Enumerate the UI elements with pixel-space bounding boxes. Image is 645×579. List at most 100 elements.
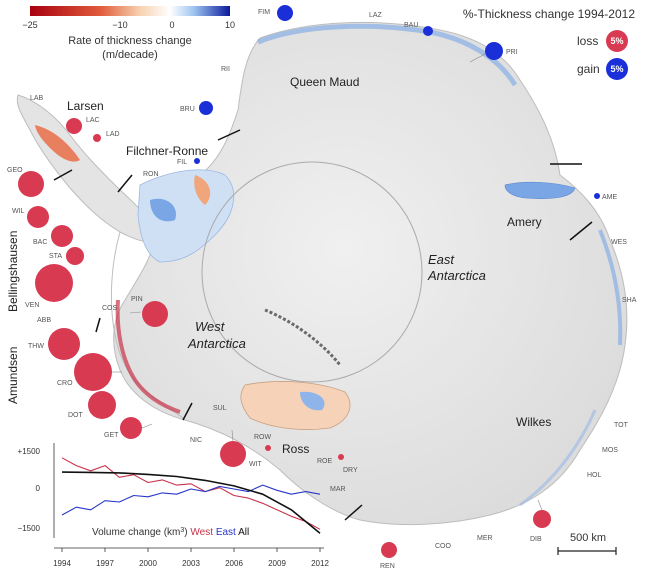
volume-change-chart: +1500 0 −1500 1994 1997 2000 2003 2006 2009 20…: [18, 443, 329, 568]
region-amery: Amery: [507, 215, 542, 229]
divider-6: [95, 317, 101, 333]
label-abb: ABB: [37, 317, 51, 324]
region-west-2: Antarctica: [187, 336, 246, 351]
continent-outline: [113, 21, 628, 526]
label-fim: FIM: [258, 9, 270, 16]
leader-lines: [112, 53, 543, 511]
legend-gain-pct: 5%: [610, 64, 623, 74]
label-sta: STA: [49, 253, 62, 260]
marker-ven: [35, 264, 73, 302]
label-cos: COS: [102, 305, 118, 312]
colorbar-tick-neg25: −25: [22, 20, 37, 30]
marker-lad: [93, 134, 101, 142]
legend-gain-label: gain: [577, 62, 600, 76]
label-dot: DOT: [68, 412, 84, 419]
region-larsen: Larsen: [67, 99, 104, 113]
marker-wit: [220, 441, 246, 467]
region-east-1: East: [428, 252, 455, 267]
marker-get: [120, 417, 142, 439]
marker-pin: [142, 301, 168, 327]
marker-thw: [48, 328, 80, 360]
chart-x-ticks: 1994 1997 2000 2003 2006 2009 2012: [53, 548, 329, 568]
chart-legend-west: West: [190, 527, 213, 538]
marker-dib: [533, 510, 551, 528]
label-wit: WIT: [249, 461, 263, 468]
label-dry: DRY: [343, 467, 358, 474]
series-line-west: [61, 457, 321, 530]
label-hol: HOL: [587, 472, 602, 479]
label-ame: AME: [602, 194, 618, 201]
colorbar-tick-10: 10: [225, 20, 235, 30]
coast-wilkes: [519, 409, 597, 507]
chart-title-sup: 3: [180, 527, 184, 534]
legend-loss-label: loss: [577, 34, 598, 48]
legend-gain-circle: [606, 58, 628, 80]
marker-ame: [594, 193, 600, 199]
marker-roe: [338, 454, 344, 460]
divider-5: [53, 169, 73, 181]
marker-bac: [51, 225, 73, 247]
label-geo: GEO: [7, 167, 23, 174]
chart-ytick-top: +1500: [18, 447, 41, 456]
leader-pin: [129, 311, 142, 314]
region-wilkes: Wilkes: [516, 415, 551, 429]
region-queen-maud: Queen Maud: [290, 75, 359, 89]
colorbar-tick-neg10: −10: [112, 20, 127, 30]
label-mar: MAR: [330, 486, 346, 493]
marker-cro: [74, 353, 112, 391]
label-wil: WIL: [12, 208, 25, 215]
region-ross: Ross: [282, 442, 309, 456]
chart-xtick-label-1994: 1994: [53, 559, 71, 568]
label-lab: LAB: [30, 95, 44, 102]
marker-geo: [18, 171, 44, 197]
marker-wil: [27, 206, 49, 228]
label-thw: THW: [28, 343, 44, 350]
shelf-markers: [18, 5, 600, 558]
leader-wit: [231, 429, 234, 442]
chart-xtick-label-1997: 1997: [96, 559, 114, 568]
divider-8: [344, 504, 363, 521]
region-filchner: Filchner-Ronne: [126, 144, 208, 158]
series-line-east: [61, 484, 321, 516]
label-lad: LAD: [106, 131, 120, 138]
label-row: ROW: [254, 434, 272, 441]
chart-xtick-label-2009: 2009: [268, 559, 286, 568]
label-ron: RON: [143, 171, 159, 178]
label-sha: SHA: [622, 297, 637, 304]
marker-pri: [485, 42, 503, 60]
colorbar-title: Rate of thickness change: [68, 35, 192, 47]
label-mer: MER: [477, 535, 493, 542]
label-wes: WES: [611, 239, 627, 246]
colorbar-units: (m/decade): [102, 49, 158, 61]
larsen-shelf: [35, 125, 80, 162]
region-west-1: West: [195, 319, 226, 334]
amery-shelf: [504, 181, 576, 199]
colorbar-tick-0: 0: [169, 20, 174, 30]
chart-xtick-label-2003: 2003: [182, 559, 200, 568]
shelf-labels: LAB LAC LAD GEO WIL BAC STA VEN ABB COS …: [7, 9, 637, 570]
chart-xtick-label-2000: 2000: [139, 559, 157, 568]
coast-east: [598, 229, 623, 346]
region-amundsen: Amundsen: [6, 347, 20, 404]
label-roe: ROE: [317, 458, 333, 465]
scale-bar: 500 km: [557, 532, 617, 555]
label-pin: PIN: [131, 296, 143, 303]
divider-3: [569, 221, 593, 241]
leader-pri: [469, 53, 486, 63]
label-get: GET: [104, 432, 119, 439]
legend-loss-pct: 5%: [610, 36, 623, 46]
marker-dot: [88, 391, 116, 419]
pole-circle: [201, 161, 423, 383]
coast-amundsen: [115, 299, 181, 414]
chart-legend-all: All: [238, 527, 249, 538]
chart-title-main: Volume change (km: [92, 527, 180, 538]
divider-7: [182, 402, 193, 421]
marker-ren: [381, 542, 397, 558]
filchner-blue: [150, 198, 176, 222]
label-bac: BAC: [33, 239, 47, 246]
marker-row: [265, 445, 271, 451]
label-ren: REN: [380, 563, 395, 570]
chart-legend-east: East: [216, 527, 236, 538]
scale-label: 500 km: [570, 532, 606, 544]
